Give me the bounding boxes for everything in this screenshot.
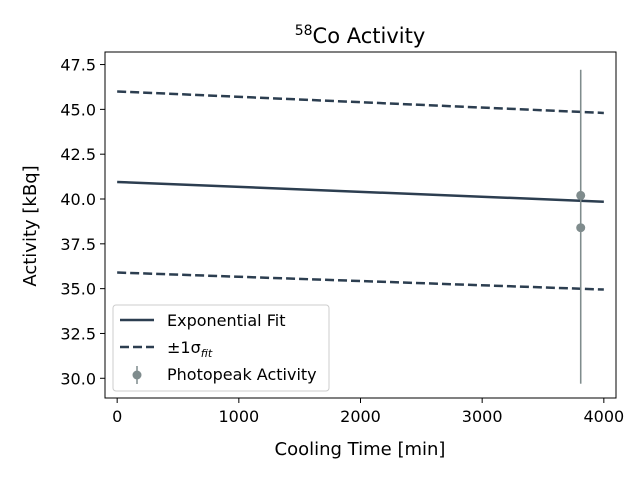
x-tick-label-2: 2000 [340, 407, 381, 426]
y-tick-label-2: 35.0 [60, 280, 96, 299]
x-tick-label-0: 0 [112, 407, 122, 426]
x-tick-label-3: 3000 [462, 407, 503, 426]
x-axis-label: Cooling Time [min] [275, 439, 446, 460]
chart-title: 58Co Activity [295, 23, 426, 48]
title-superscript: 58 [295, 23, 313, 39]
legend: Exponential Fit ±1σfit Photopeak Activit… [112, 304, 330, 392]
sigma-band-line-2 [117, 271, 604, 291]
x-tick-label-4: 4000 [583, 407, 624, 426]
data-point-0 [576, 190, 586, 200]
axes: 0 1000 2000 3000 4000 30.0 32.5 35.0 37.5 40.0 42.… [60, 51, 624, 426]
legend-fit-label: Exponential Fit [167, 311, 285, 330]
legend-points-marker [132, 370, 142, 380]
legend-sigma-text: ±1σ [167, 338, 201, 357]
y-tick-label-0: 30.0 [60, 369, 96, 388]
fit-line [117, 180, 604, 203]
legend-sigma-subscript: fit [201, 347, 213, 360]
title-text: Co Activity [313, 24, 426, 48]
legend-sigma-label: ±1σfit [167, 338, 213, 360]
y-tick-label-4: 40.0 [60, 190, 96, 209]
y-tick-label-5: 42.5 [60, 145, 96, 164]
y-tick-label-3: 37.5 [60, 235, 96, 254]
x-tick-label-1: 1000 [218, 407, 259, 426]
legend-box [112, 304, 330, 392]
legend-points-label: Photopeak Activity [167, 365, 317, 384]
y-tick-label-1: 32.5 [60, 324, 96, 343]
y-tick-label-7: 47.5 [60, 56, 96, 75]
plot-area [117, 69, 604, 384]
y-axis-label: Activity [kBq] [20, 165, 41, 286]
sigma-band-line-1 [117, 90, 604, 115]
y-tick-label-6: 45.0 [60, 100, 96, 119]
data-point-1 [576, 223, 586, 233]
